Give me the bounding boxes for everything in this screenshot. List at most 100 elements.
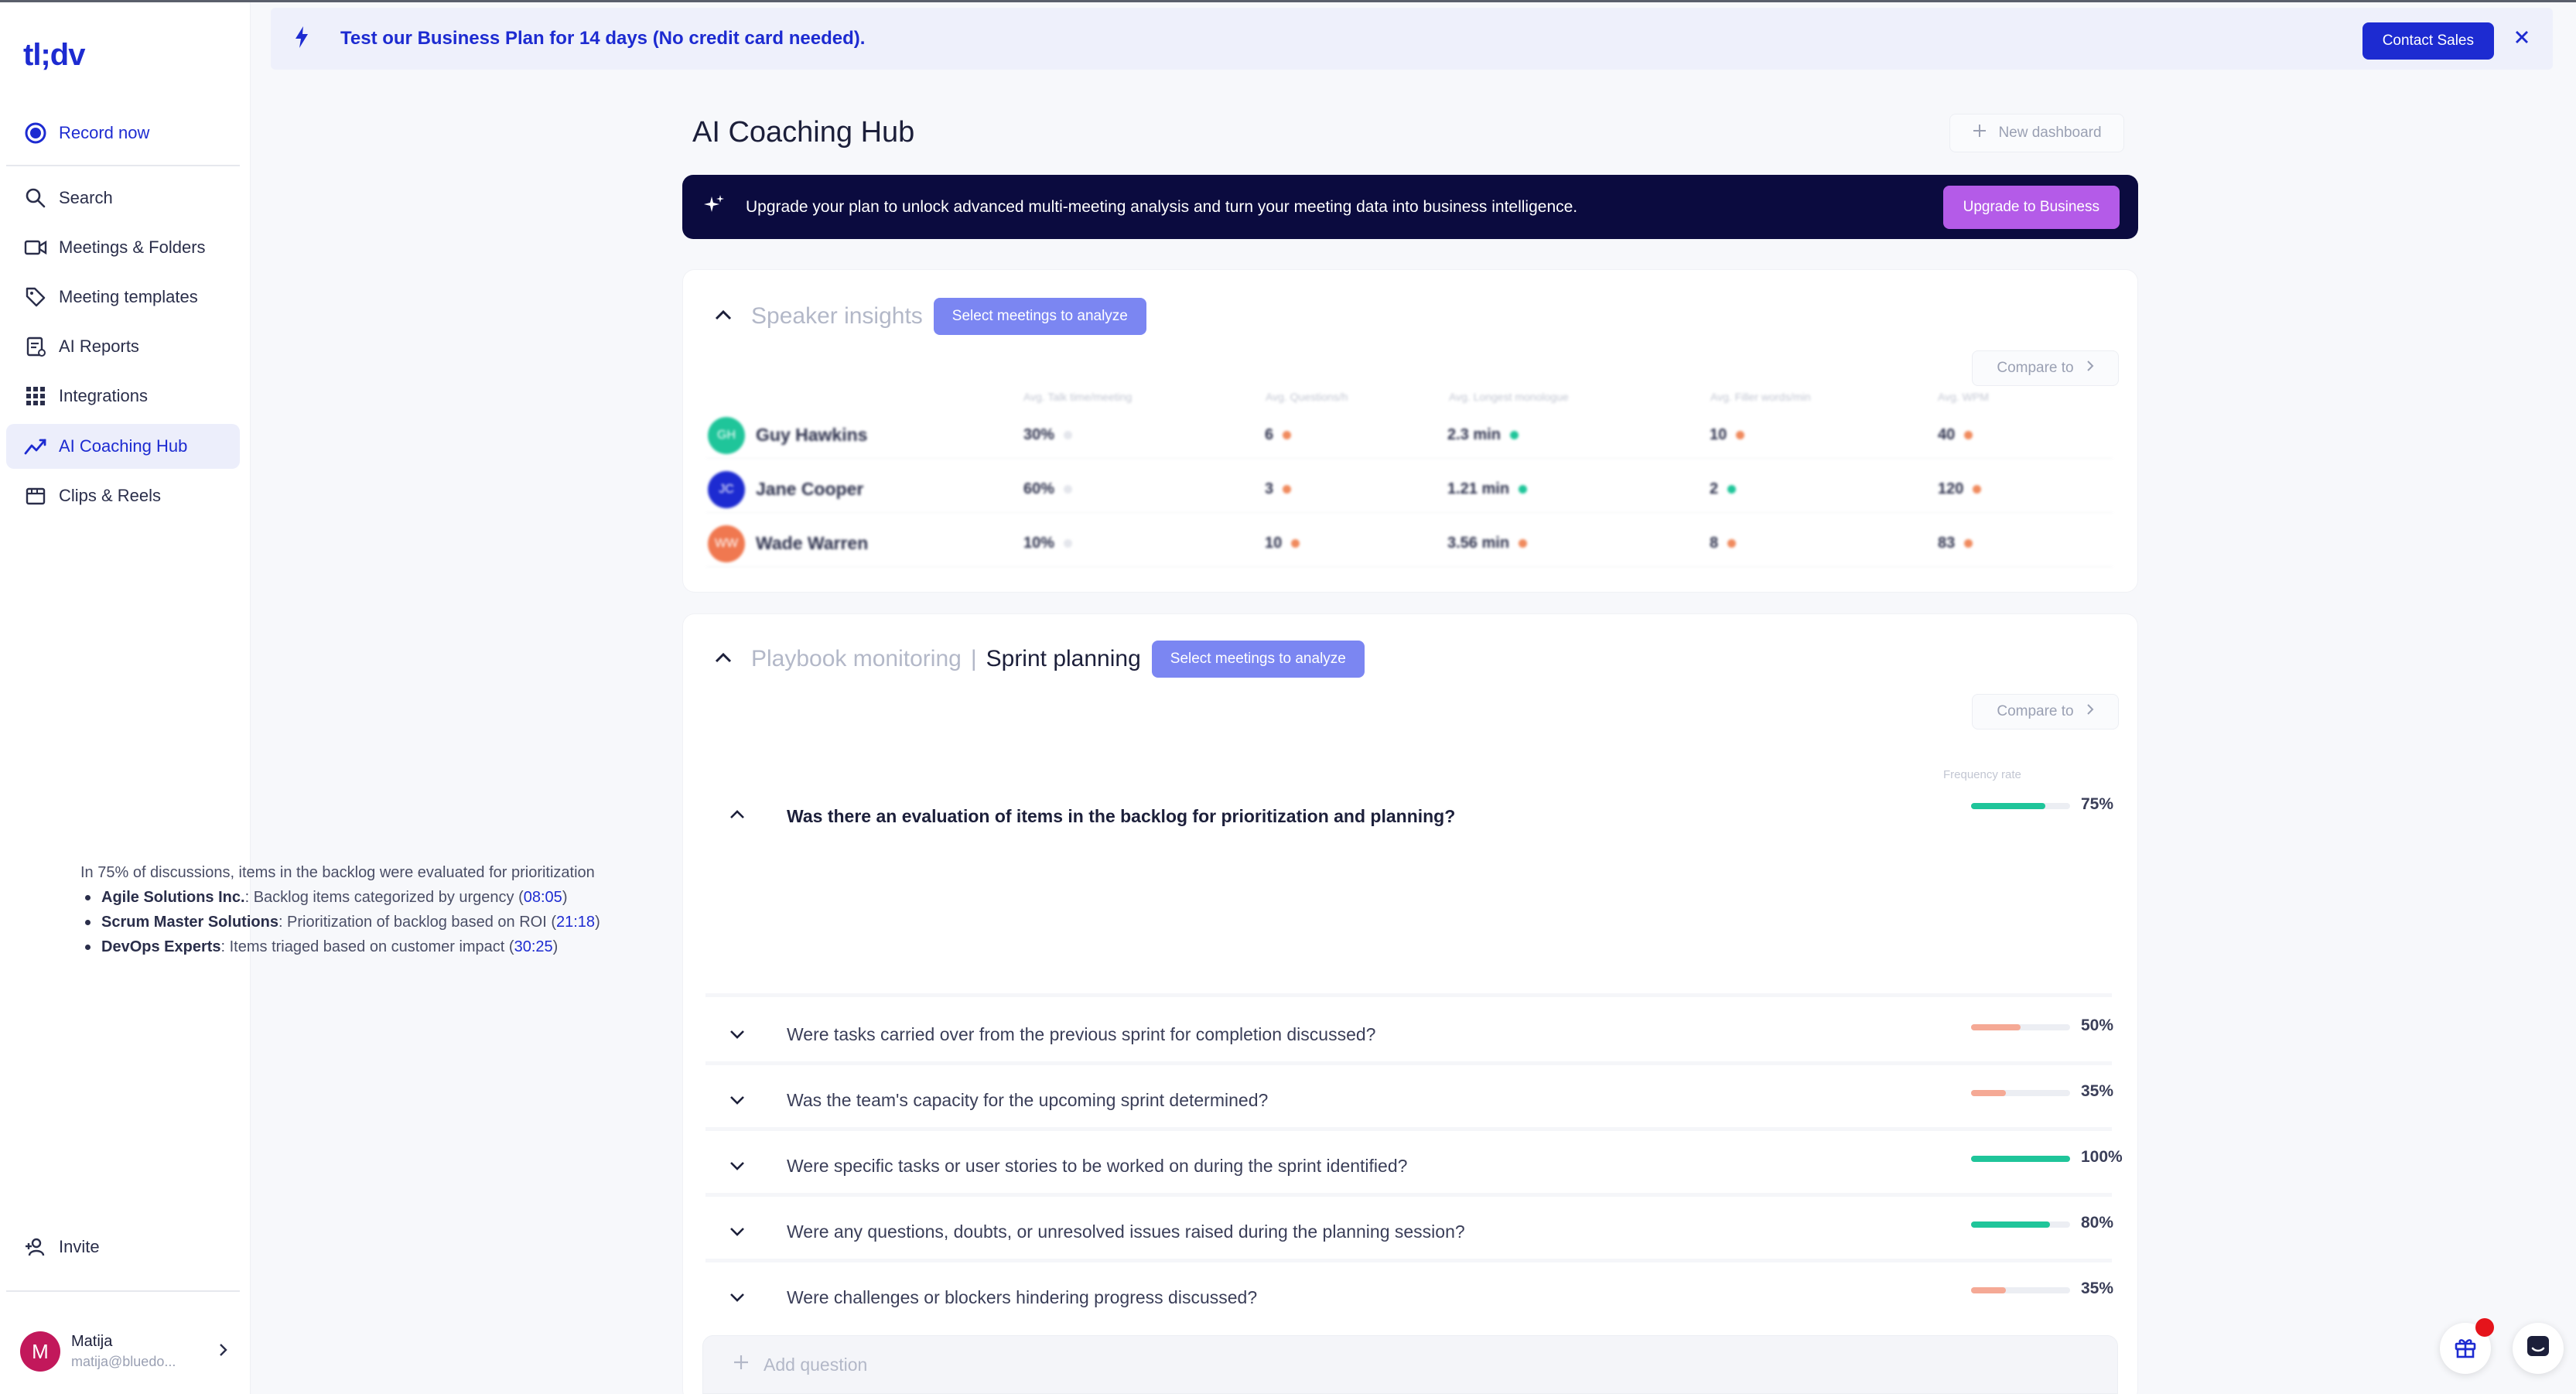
sidebar-item-search[interactable]: Search <box>6 176 240 220</box>
table-cell: 2.3 min <box>1447 426 1519 444</box>
select-meetings-button[interactable]: Select meetings to analyze <box>933 298 1146 335</box>
timestamp-link[interactable]: 08:05 <box>523 889 562 906</box>
timestamp-link[interactable]: 30:25 <box>514 938 553 955</box>
chevron-right-icon <box>2086 360 2094 377</box>
speaker-insights-card: Speaker insights Select meetings to anal… <box>682 269 2138 593</box>
playbook-monitoring-card: Playbook monitoring | Sprint planning Se… <box>682 613 2138 1394</box>
window-top-border <box>0 0 2576 2</box>
chevron-down-icon[interactable] <box>729 1226 746 1241</box>
playbook-subtitle: Sprint planning <box>986 646 1141 671</box>
chevron-right-icon <box>2086 703 2094 720</box>
sidebar-item-templates[interactable]: Meeting templates <box>6 275 240 319</box>
question-row[interactable]: Were tasks carried over from the previou… <box>705 1016 2113 1051</box>
status-dot <box>1291 539 1300 548</box>
add-question-label: Add question <box>764 1354 868 1375</box>
record-now-button[interactable]: Record now <box>6 111 240 155</box>
status-dot <box>1064 539 1073 548</box>
select-meetings-button[interactable]: Select meetings to analyze <box>1151 641 1365 678</box>
speaker-name: Guy Hawkins <box>756 425 868 445</box>
add-user-icon <box>23 1235 48 1259</box>
new-dashboard-button[interactable]: New dashboard <box>1949 114 2124 152</box>
table-cell: 3.56 min <box>1447 535 1528 552</box>
title-separator: | <box>970 646 977 671</box>
user-email: matija@bluedo... <box>71 1354 176 1369</box>
column-header: Avg. Questions/h <box>1266 391 1348 403</box>
status-dot <box>1283 431 1292 439</box>
frequency-bar-fill <box>1971 1287 2006 1293</box>
report-icon <box>23 334 48 359</box>
user-name: Matija <box>71 1333 113 1350</box>
record-icon <box>23 121 48 145</box>
table-cell: 1.21 min <box>1447 480 1528 498</box>
question-row[interactable]: Were specific tasks or user stories to b… <box>705 1148 2123 1182</box>
question-text: Were specific tasks or user stories to b… <box>787 1156 1408 1176</box>
chat-button[interactable] <box>2513 1323 2564 1374</box>
sidebar-item-label: Integrations <box>59 386 148 405</box>
question-answer: In 75% of discussions, items in the back… <box>80 860 600 959</box>
avatar: M <box>20 1331 60 1372</box>
compare-to-label: Compare to <box>1997 703 2074 719</box>
row-separator <box>705 1259 2112 1262</box>
frequency-value: 35% <box>2081 1280 2114 1297</box>
compare-to-button[interactable]: Compare to <box>1972 694 2119 729</box>
sidebar-item-meetings[interactable]: Meetings & Folders <box>6 225 240 270</box>
speaker-name: Jane Cooper <box>756 479 864 499</box>
table-cell: 60% <box>1023 480 1073 498</box>
invite-button[interactable]: Invite <box>6 1225 240 1269</box>
table-cell: 120 <box>1938 480 1982 498</box>
frequency-value: 50% <box>2081 1016 2114 1034</box>
chevron-down-icon[interactable] <box>729 1160 746 1175</box>
row-separator <box>705 993 2112 997</box>
question-row[interactable]: Was there an evaluation of items in the … <box>705 795 2113 831</box>
question-text: Were tasks carried over from the previou… <box>787 1024 1376 1044</box>
chevron-up-icon[interactable] <box>729 809 746 824</box>
chevron-down-icon[interactable] <box>729 1292 746 1307</box>
record-now-label: Record now <box>59 123 150 142</box>
compare-to-button[interactable]: Compare to <box>1972 350 2119 386</box>
upgrade-to-business-button[interactable]: Upgrade to Business <box>1942 186 2120 229</box>
question-row[interactable]: Were challenges or blockers hindering pr… <box>705 1280 2113 1314</box>
question-text: Was there an evaluation of items in the … <box>787 806 1456 826</box>
table-cell: 40 <box>1938 426 1973 444</box>
status-dot <box>1727 485 1737 494</box>
timestamp-link[interactable]: 21:18 <box>556 914 596 931</box>
chevron-up-icon[interactable] <box>714 309 733 325</box>
table-cell: 2 <box>1710 480 1737 498</box>
sidebar-item-ai-coaching-hub[interactable]: AI Coaching Hub <box>6 424 240 469</box>
page-title: AI Coaching Hub <box>692 116 915 149</box>
sparkle-icon <box>702 193 726 220</box>
table-row[interactable]: JC Jane Cooper 60% 3 1.21 min 2 120 <box>706 463 2113 513</box>
avatar: JC <box>708 471 745 508</box>
app-logo[interactable]: tl;dv <box>23 38 85 72</box>
status-dot <box>1973 485 1982 494</box>
chevron-down-icon[interactable] <box>729 1095 746 1109</box>
status-dot <box>1064 485 1073 494</box>
question-text: Was the team's capacity for the upcoming… <box>787 1090 1269 1110</box>
chevron-down-icon[interactable] <box>729 1029 746 1044</box>
table-cell: 3 <box>1265 480 1292 498</box>
sidebar-item-clips[interactable]: Clips & Reels <box>6 473 240 518</box>
bolt-icon <box>294 26 309 53</box>
sidebar-item-ai-reports[interactable]: AI Reports <box>6 324 240 369</box>
add-question-button[interactable]: Add question <box>702 1335 2118 1394</box>
table-row[interactable]: WW Wade Warren 10% 10 3.56 min 8 83 <box>706 518 2113 567</box>
sidebar-divider <box>6 165 240 166</box>
frequency-bar <box>1971 1024 2070 1030</box>
chevron-up-icon[interactable] <box>714 651 733 668</box>
question-text: Were any questions, doubts, or unresolve… <box>787 1221 1465 1242</box>
frequency-bar-fill <box>1971 1090 2006 1096</box>
sidebar-item-label: AI Coaching Hub <box>59 436 188 456</box>
table-row[interactable]: GH Guy Hawkins 30% 6 2.3 min 10 40 <box>706 409 2113 459</box>
frequency-value: 75% <box>2081 795 2114 813</box>
question-row[interactable]: Were any questions, doubts, or unresolve… <box>705 1214 2113 1248</box>
row-separator <box>705 1127 2112 1131</box>
close-icon[interactable] <box>2513 28 2531 50</box>
question-row[interactable]: Was the team's capacity for the upcoming… <box>705 1082 2113 1116</box>
status-dot <box>1283 485 1292 494</box>
contact-sales-button[interactable]: Contact Sales <box>2362 22 2494 60</box>
user-profile[interactable]: M Matija matija@bluedo... <box>20 1331 229 1372</box>
answer-summary: In 75% of discussions, items in the back… <box>80 864 595 881</box>
sidebar-item-integrations[interactable]: Integrations <box>6 374 240 419</box>
column-header: Avg. Filler words/min <box>1710 391 1811 403</box>
table-cell: 10% <box>1023 535 1073 552</box>
